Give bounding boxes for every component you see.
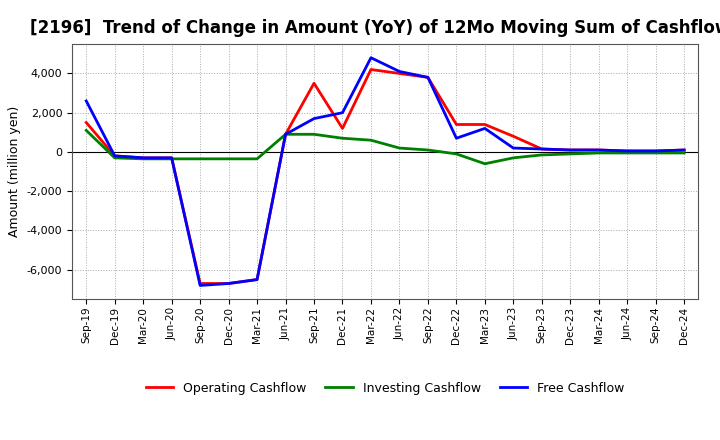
Free Cashflow — [595, 147, 603, 153]
Free Cashflow — [480, 126, 489, 131]
Investing Cashflow — [110, 155, 119, 161]
Operating Cashflow — [537, 147, 546, 152]
Investing Cashflow — [480, 161, 489, 166]
Operating Cashflow — [652, 148, 660, 154]
Free Cashflow — [366, 55, 375, 60]
Free Cashflow — [110, 153, 119, 158]
Free Cashflow — [566, 147, 575, 153]
Operating Cashflow — [167, 155, 176, 161]
Free Cashflow — [652, 148, 660, 154]
Investing Cashflow — [196, 156, 204, 161]
Operating Cashflow — [595, 147, 603, 153]
Operating Cashflow — [395, 71, 404, 76]
Investing Cashflow — [595, 150, 603, 156]
Free Cashflow — [452, 136, 461, 141]
Free Cashflow — [338, 110, 347, 115]
Title: [2196]  Trend of Change in Amount (YoY) of 12Mo Moving Sum of Cashflows: [2196] Trend of Change in Amount (YoY) o… — [30, 19, 720, 37]
Operating Cashflow — [623, 148, 631, 154]
Investing Cashflow — [566, 151, 575, 157]
Operating Cashflow — [509, 134, 518, 139]
Investing Cashflow — [623, 150, 631, 156]
Operating Cashflow — [366, 67, 375, 72]
Investing Cashflow — [338, 136, 347, 141]
Operating Cashflow — [423, 75, 432, 80]
Line: Free Cashflow: Free Cashflow — [86, 58, 684, 286]
Investing Cashflow — [652, 150, 660, 156]
Investing Cashflow — [139, 156, 148, 161]
Line: Investing Cashflow: Investing Cashflow — [86, 130, 684, 164]
Investing Cashflow — [680, 150, 688, 156]
Operating Cashflow — [680, 147, 688, 153]
Operating Cashflow — [110, 153, 119, 158]
Operating Cashflow — [566, 147, 575, 153]
Operating Cashflow — [82, 120, 91, 125]
Free Cashflow — [680, 147, 688, 153]
Operating Cashflow — [253, 277, 261, 282]
Line: Operating Cashflow: Operating Cashflow — [86, 70, 684, 283]
Investing Cashflow — [167, 156, 176, 161]
Operating Cashflow — [338, 126, 347, 131]
Operating Cashflow — [480, 122, 489, 127]
Free Cashflow — [82, 98, 91, 103]
Investing Cashflow — [310, 132, 318, 137]
Legend: Operating Cashflow, Investing Cashflow, Free Cashflow: Operating Cashflow, Investing Cashflow, … — [141, 377, 629, 400]
Operating Cashflow — [139, 155, 148, 161]
Investing Cashflow — [423, 147, 432, 153]
Y-axis label: Amount (million yen): Amount (million yen) — [8, 106, 21, 237]
Free Cashflow — [623, 148, 631, 154]
Operating Cashflow — [282, 132, 290, 137]
Investing Cashflow — [537, 152, 546, 158]
Free Cashflow — [509, 145, 518, 150]
Investing Cashflow — [282, 132, 290, 137]
Free Cashflow — [225, 281, 233, 286]
Investing Cashflow — [395, 145, 404, 150]
Investing Cashflow — [509, 155, 518, 161]
Operating Cashflow — [452, 122, 461, 127]
Operating Cashflow — [310, 81, 318, 86]
Operating Cashflow — [196, 281, 204, 286]
Investing Cashflow — [253, 156, 261, 161]
Free Cashflow — [423, 75, 432, 80]
Free Cashflow — [310, 116, 318, 121]
Investing Cashflow — [225, 156, 233, 161]
Investing Cashflow — [82, 128, 91, 133]
Free Cashflow — [395, 69, 404, 74]
Free Cashflow — [282, 132, 290, 137]
Free Cashflow — [537, 147, 546, 152]
Free Cashflow — [139, 155, 148, 161]
Investing Cashflow — [366, 138, 375, 143]
Free Cashflow — [196, 283, 204, 288]
Free Cashflow — [167, 155, 176, 161]
Free Cashflow — [253, 277, 261, 282]
Operating Cashflow — [225, 281, 233, 286]
Investing Cashflow — [452, 151, 461, 157]
